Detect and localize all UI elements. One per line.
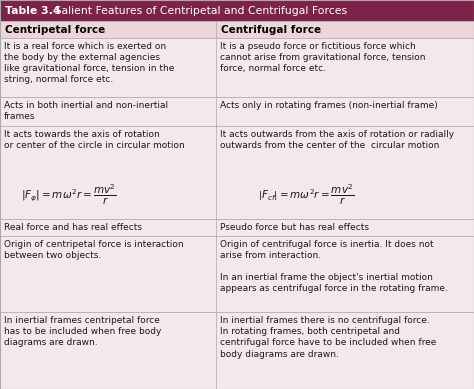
Text: It acts outwards from the axis of rotation or radially
outwards from the center : It acts outwards from the axis of rotati… — [219, 130, 454, 150]
Text: Acts in both inertial and non-inertial
frames: Acts in both inertial and non-inertial f… — [4, 101, 168, 121]
Text: In inertial frames centripetal force
has to be included when free body
diagrams : In inertial frames centripetal force has… — [4, 316, 161, 347]
Text: Origin of centripetal force is interaction
between two objects.: Origin of centripetal force is interacti… — [4, 240, 183, 259]
Bar — [0, 126, 474, 219]
Text: Table 3.4: Table 3.4 — [5, 5, 61, 16]
Text: Acts only in rotating frames (non-inertial frame): Acts only in rotating frames (non-inerti… — [219, 101, 438, 110]
Bar — [0, 97, 474, 126]
Text: $\left|F_{\varphi}\right| = m\omega^2r = \dfrac{mv^2}{r}$: $\left|F_{\varphi}\right| = m\omega^2r =… — [21, 182, 117, 207]
Text: It is a pseudo force or fictitious force which
cannot arise from gravitational f: It is a pseudo force or fictitious force… — [219, 42, 425, 73]
Text: It acts towards the axis of rotation
or center of the circle in circular motion: It acts towards the axis of rotation or … — [4, 130, 185, 150]
Bar — [0, 312, 474, 389]
Text: Salient Features of Centripetal and Centrifugal Forces: Salient Features of Centripetal and Cent… — [51, 5, 347, 16]
Bar — [0, 219, 474, 235]
Bar — [0, 38, 474, 97]
Bar — [0, 0, 474, 21]
Text: Pseudo force but has real effects: Pseudo force but has real effects — [219, 223, 369, 231]
Text: Real force and has real effects: Real force and has real effects — [4, 223, 142, 231]
Bar — [0, 21, 474, 38]
Text: $\left|F_{cf}\right| = m\omega^2r = \dfrac{mv^2}{r}$: $\left|F_{cf}\right| = m\omega^2r = \dfr… — [258, 182, 355, 207]
Text: In inertial frames there is no centrifugal force.
In rotating frames, both centr: In inertial frames there is no centrifug… — [219, 316, 436, 359]
Text: It is a real force which is exerted on
the body by the external agencies
like gr: It is a real force which is exerted on t… — [4, 42, 174, 84]
Text: Origin of centrifugal force is inertia. It does not
arise from interaction.

In : Origin of centrifugal force is inertia. … — [219, 240, 447, 293]
Text: Centripetal force: Centripetal force — [5, 25, 105, 35]
Bar — [0, 235, 474, 312]
Text: Centrifugal force: Centrifugal force — [221, 25, 321, 35]
